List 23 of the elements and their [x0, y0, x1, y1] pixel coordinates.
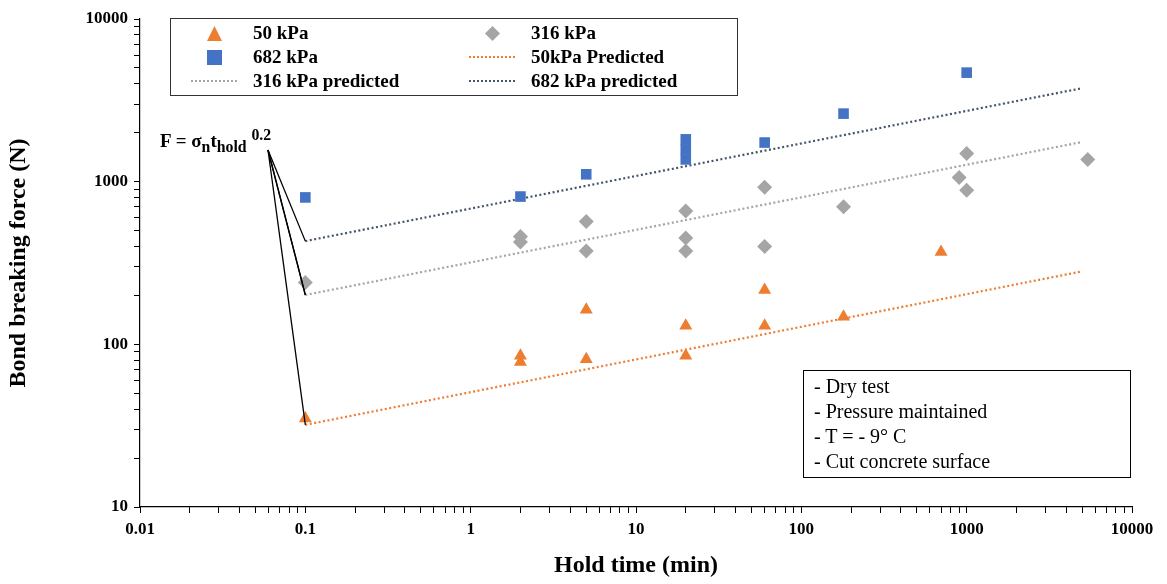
legend-label: 316 kPa: [531, 22, 596, 44]
x-axis-title: Hold time (min): [554, 550, 718, 577]
y-tick-label: 100: [102, 333, 128, 353]
x-tick-label: 0.1: [294, 518, 316, 538]
y-tick-label: 10000: [85, 8, 128, 28]
legend-label: 50kPa Predicted: [531, 46, 665, 68]
annotation: - Dry test: [814, 374, 891, 399]
x-tick-label: 10000: [1110, 518, 1154, 538]
x-tick-label: 0.01: [125, 518, 155, 538]
legend-label: 316 kPa predicted: [253, 70, 400, 92]
x-tick-label: 10: [627, 518, 645, 538]
y-tick-label: 1000: [94, 171, 128, 191]
x-tick-label: 1000: [949, 518, 984, 538]
x-tick-label: 1: [466, 518, 475, 538]
y-tick-label: 10: [111, 496, 128, 516]
legend-label: 682 kPa predicted: [531, 70, 678, 92]
annotation: - Pressure maintained: [814, 399, 989, 424]
legend-label: 50 kPa: [253, 22, 309, 44]
y-axis-title: Bond breaking force (N): [3, 138, 30, 388]
legend-label: 682 kPa: [253, 46, 318, 68]
x-tick-label: 100: [788, 518, 815, 538]
annotation: - Cut concrete surface: [814, 449, 991, 474]
annotation: - T = - 9° C: [814, 424, 908, 449]
